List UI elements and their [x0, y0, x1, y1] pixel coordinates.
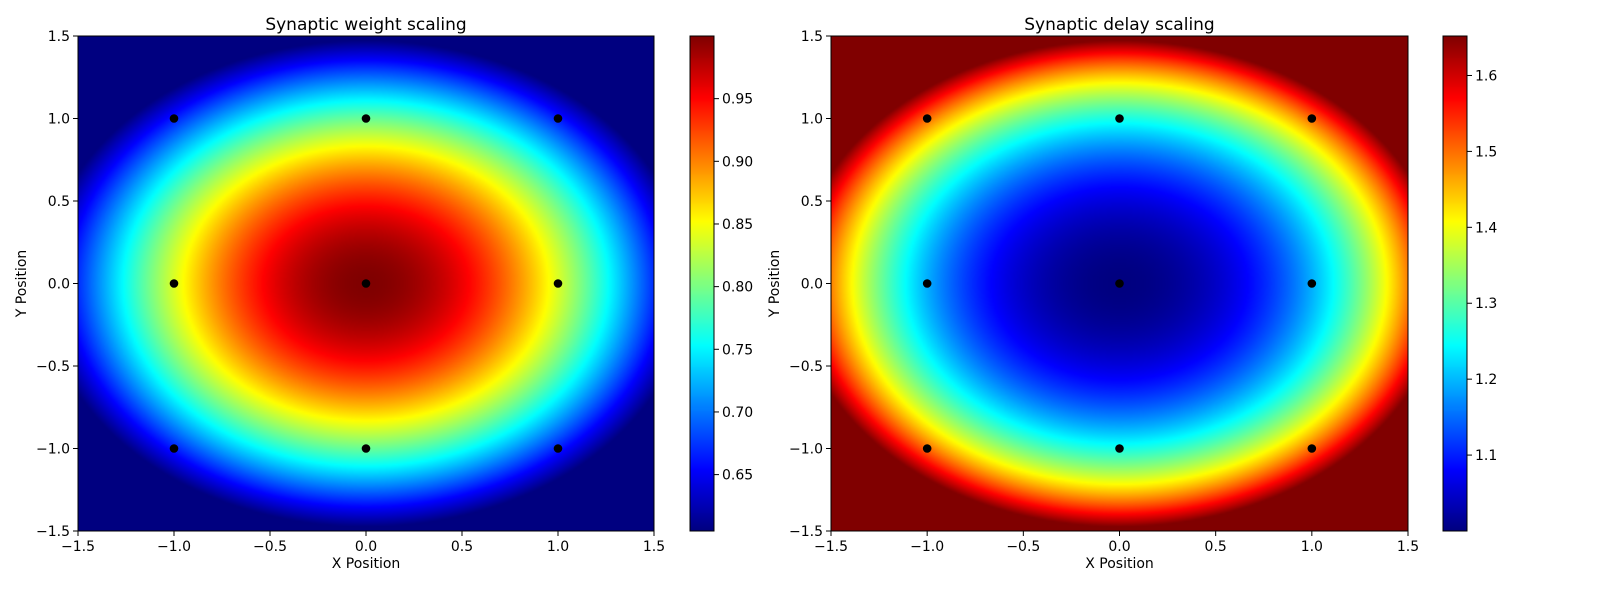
- y-tick-label: 1.0: [801, 112, 823, 128]
- colorbar-tick-label: 0.90: [722, 154, 753, 170]
- data-point: [169, 279, 179, 288]
- x-tick-label: 0.5: [1205, 539, 1227, 555]
- chart-panel-1: −1.5 −1.0 −0.5 0.0 0.5 1.0 1.5 −1.5 −1.0 −0.5 0.0 0…: [14, 15, 753, 572]
- data-point: [1115, 444, 1124, 453]
- x-tick-label: 0.0: [355, 539, 377, 555]
- x-tick-label: 1.5: [1397, 539, 1419, 555]
- colorbar-tick-label: 0.75: [722, 342, 753, 358]
- chart-title: Synaptic weight scaling: [265, 15, 466, 35]
- x-tick-label: −0.5: [1006, 539, 1040, 555]
- data-point: [1115, 279, 1124, 288]
- colorbar-tick-label: 1.4: [1475, 220, 1497, 236]
- colorbar-gradient: [690, 36, 714, 531]
- x-tick-label: 0.5: [451, 539, 473, 555]
- y-axis-label: Y Position: [14, 250, 30, 319]
- y-tick-label: −1.5: [36, 524, 70, 540]
- y-tick-label: −1.0: [36, 442, 70, 458]
- y-tick-label: −0.5: [36, 359, 70, 375]
- x-tick-label: −1.5: [61, 539, 95, 555]
- chart-panel-2: −1.5 −1.0 −0.5 0.0 0.5 1.0 1.5 −1.5 −1.0 −0.5 0.0 0…: [767, 15, 1497, 572]
- data-point: [361, 279, 371, 288]
- y-tick-label: 1.5: [801, 29, 823, 45]
- data-point: [922, 444, 932, 453]
- colorbar: 1.1 1.2 1.3 1.4 1.5 1.6: [1442, 35, 1497, 532]
- data-point: [361, 114, 371, 123]
- x-tick-label: 1.0: [1301, 539, 1323, 555]
- colorbar-tick-label: 0.80: [722, 280, 753, 296]
- colorbar-tick-label: 0.95: [722, 92, 753, 108]
- y-tick-label: 0.0: [48, 277, 70, 293]
- colorbar-tick-label: 1.2: [1475, 372, 1497, 388]
- data-point: [169, 444, 179, 453]
- data-point: [553, 444, 563, 453]
- colorbar-tick-label: 1.5: [1475, 144, 1497, 160]
- x-tick-label: −1.0: [157, 539, 191, 555]
- data-point: [169, 114, 179, 123]
- colorbar-tick-label: 1.6: [1475, 68, 1497, 84]
- y-tick-label: −1.5: [789, 524, 823, 540]
- x-tick-label: 1.5: [643, 539, 665, 555]
- x-tick-label: −1.0: [910, 539, 944, 555]
- data-point: [1115, 114, 1124, 123]
- x-tick-label: 0.0: [1108, 539, 1130, 555]
- y-tick-label: 0.0: [801, 277, 823, 293]
- colorbar-frame: [689, 35, 715, 532]
- chart-title: Synaptic delay scaling: [1024, 15, 1214, 35]
- colorbar: 0.65 0.70 0.75 0.80 0.85 0.90 0.95: [689, 35, 753, 532]
- colorbar-tick-label: 0.70: [722, 405, 753, 421]
- data-point: [361, 444, 371, 453]
- x-axis-label: X Position: [1085, 556, 1154, 572]
- x-tick-label: 1.0: [547, 539, 569, 555]
- data-point: [922, 114, 932, 123]
- data-point: [1307, 114, 1317, 123]
- data-point: [922, 279, 932, 288]
- colorbar-tick-label: 0.65: [722, 468, 753, 484]
- y-tick-label: 0.5: [48, 194, 70, 210]
- data-point: [553, 114, 563, 123]
- colorbar-frame: [1442, 35, 1468, 532]
- y-tick-label: 1.0: [48, 112, 70, 128]
- colorbar-tick-label: 1.1: [1475, 448, 1497, 464]
- colorbar-tick-label: 1.3: [1475, 296, 1497, 312]
- y-tick-label: −0.5: [789, 359, 823, 375]
- y-tick-label: −1.0: [789, 442, 823, 458]
- y-tick-label: 1.5: [48, 29, 70, 45]
- colorbar-tick-label: 0.85: [722, 217, 753, 233]
- x-axis-label: X Position: [332, 556, 401, 572]
- data-point: [1307, 279, 1317, 288]
- data-point: [1307, 444, 1317, 453]
- y-tick-label: 0.5: [801, 194, 823, 210]
- x-tick-label: −1.5: [814, 539, 848, 555]
- data-point: [553, 279, 563, 288]
- y-axis-label: Y Position: [767, 250, 783, 319]
- x-tick-label: −0.5: [253, 539, 287, 555]
- colorbar-gradient: [1443, 36, 1467, 531]
